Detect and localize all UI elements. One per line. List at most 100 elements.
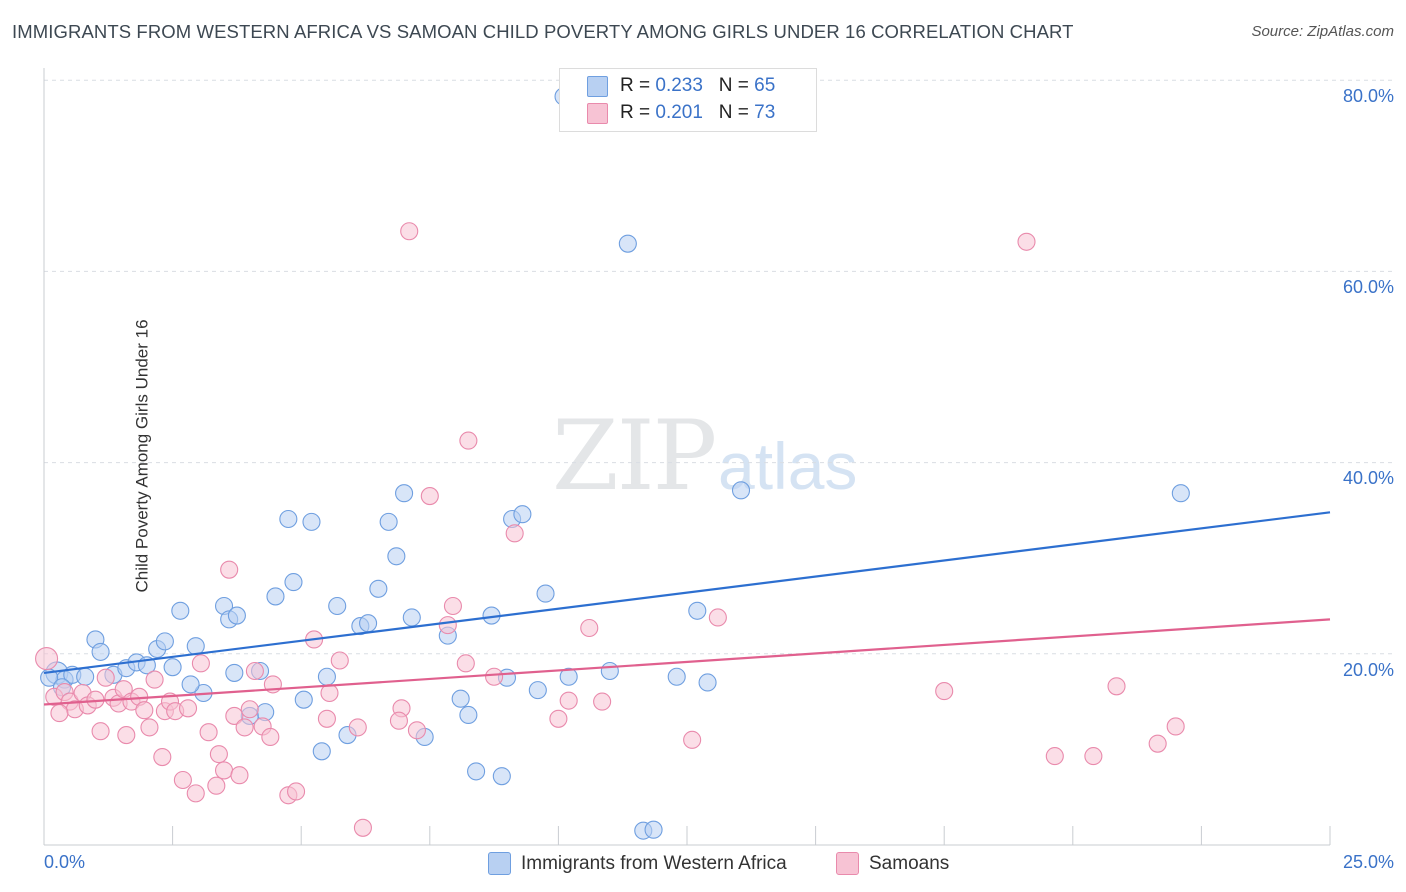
western-africa-point [312, 742, 331, 761]
western-africa-point [186, 637, 205, 656]
x-tick-label: 0.0% [44, 852, 86, 872]
chart-title: IMMIGRANTS FROM WESTERN AFRICA VS SAMOAN… [12, 21, 1074, 42]
western-africa-point [402, 608, 421, 627]
samoan-point [1148, 734, 1167, 753]
samoan-point [50, 704, 69, 723]
samoan-point [400, 222, 419, 241]
legend-label: Samoans [869, 852, 950, 874]
samoan-point [287, 782, 306, 801]
samoan-point [191, 654, 210, 673]
samoan-point [140, 718, 159, 737]
samoan-point [317, 709, 336, 728]
legend-item-western-africa: Immigrants from Western Africa [488, 852, 787, 875]
western-africa-point [1171, 484, 1190, 503]
western-africa-point [559, 667, 578, 686]
samoan-point [207, 776, 226, 795]
samoan-point [225, 706, 244, 725]
samoan-point [235, 718, 254, 737]
western-africa-point [688, 601, 707, 620]
series-legend: Immigrants from Western Africa Samoans [0, 852, 1406, 878]
samoan-point [485, 667, 504, 686]
r-value: 0.201 [655, 102, 703, 123]
samoan-point [935, 682, 954, 701]
samoan-point [353, 818, 372, 837]
samoan-point [1166, 717, 1185, 736]
r-label: R = [620, 102, 656, 123]
samoan-point [549, 709, 568, 728]
western-africa-point [266, 587, 285, 606]
source-label: Source: ZipAtlas.com [1251, 23, 1394, 40]
western-africa-point [225, 663, 244, 682]
n-value: 65 [754, 75, 776, 96]
samoan-point [1107, 677, 1126, 696]
western-africa-point [279, 509, 298, 529]
y-axis-label: Child Poverty Among Girls Under 16 [132, 319, 152, 593]
samoan-point [220, 560, 239, 579]
western-africa-point [536, 584, 555, 603]
western-africa-point [294, 690, 313, 709]
samoan-point [214, 761, 234, 780]
samoan-point [407, 721, 426, 740]
legend-row-pink: R = 0.201 N = 73 [587, 101, 776, 125]
x-tick-label: 25.0% [1342, 852, 1394, 872]
western-africa-point [387, 547, 406, 566]
western-africa-trendline [43, 511, 1331, 675]
samoan-point [580, 618, 599, 638]
legend-swatch-pink [587, 102, 608, 124]
western-africa-point [618, 234, 637, 253]
samoan-point [173, 770, 192, 790]
legend-swatch-blue [587, 75, 608, 97]
samoan-point [230, 766, 249, 785]
western-africa-point [328, 596, 347, 616]
samoan-point [1084, 747, 1103, 766]
samoan-point [199, 723, 218, 742]
samoan-point [245, 661, 264, 681]
r-value: 0.233 [655, 75, 703, 96]
samoan-point [505, 524, 524, 543]
n-value: 73 [754, 102, 776, 123]
samoan-point [459, 431, 478, 450]
samoan-point [91, 722, 110, 741]
samoan-point [1045, 747, 1064, 766]
western-africa-point [513, 505, 532, 524]
samoan-point [186, 784, 205, 803]
samoan-trendline [43, 618, 1331, 706]
western-africa-point [163, 658, 182, 677]
samoan-point [96, 668, 115, 687]
western-africa-point [644, 820, 663, 839]
n-label: N = [718, 75, 755, 96]
samoan-point [145, 670, 164, 689]
western-africa-point [76, 667, 95, 686]
y-tick-label: 40.0% [1342, 468, 1394, 488]
western-africa-point [359, 614, 378, 633]
western-africa-point [600, 661, 619, 681]
samoan-point [261, 727, 280, 747]
western-africa-point [91, 642, 110, 661]
western-africa-point [302, 512, 321, 531]
samoan-point [593, 692, 612, 711]
western-africa-point [227, 606, 246, 625]
western-africa-point [395, 484, 414, 503]
samoan-point [153, 747, 172, 767]
y-tick-label: 60.0% [1342, 277, 1394, 297]
y-tick-label: 80.0% [1342, 86, 1394, 106]
samoan-point [209, 745, 228, 764]
r-label: R = [620, 75, 656, 96]
samoan-point [35, 647, 59, 671]
samoan-point [443, 596, 462, 616]
samoan-point [330, 651, 349, 670]
legend-row-blue: R = 0.233 N = 65 [587, 74, 776, 98]
western-africa-point [731, 481, 751, 500]
western-africa-point [667, 667, 686, 686]
legend-label: Immigrants from Western Africa [521, 852, 787, 874]
western-africa-point [451, 689, 470, 708]
correlation-legend: R = 0.233 N = 65 R = 0.201 N = 73 [559, 68, 817, 132]
western-africa-point [369, 579, 388, 598]
samoan-point [117, 726, 136, 745]
samoan-point [1017, 232, 1036, 251]
samoan-point [456, 654, 475, 673]
samoan-point [178, 699, 198, 718]
western-africa-point [698, 673, 717, 692]
western-africa-point [171, 601, 190, 620]
